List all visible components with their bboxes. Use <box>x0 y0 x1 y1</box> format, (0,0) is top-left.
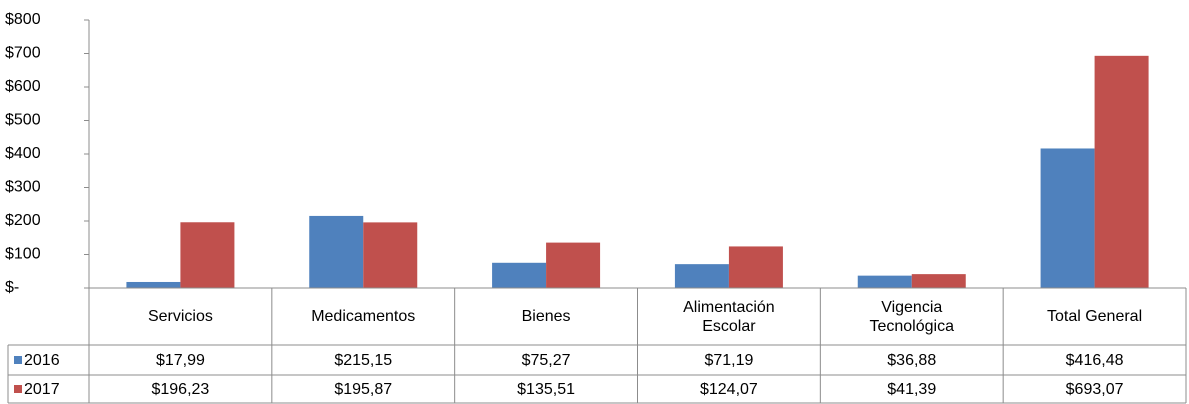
table-cell: $196,23 <box>151 381 209 398</box>
bar <box>728 246 783 288</box>
x-tick-label: Total General <box>1046 308 1143 325</box>
bar <box>857 275 912 288</box>
table-cell: $416,48 <box>1066 352 1124 369</box>
table-cell: $17,99 <box>156 352 205 369</box>
legend-label: 2016 <box>24 352 60 369</box>
x-label-box: Vigencia Tecnológica <box>820 288 1003 345</box>
x-label-box: Bienes <box>455 288 638 345</box>
bar <box>363 222 418 288</box>
y-tick-label: $300 <box>5 179 41 196</box>
legend-key <box>14 385 22 393</box>
x-tick-label: Alimentación Escolar <box>683 298 775 335</box>
y-tick-label: $100 <box>5 246 41 263</box>
bar <box>492 262 547 288</box>
table-cell: $215,15 <box>334 352 392 369</box>
bar <box>126 281 181 288</box>
x-label-box: Medicamentos <box>272 288 455 345</box>
table-cell: $693,07 <box>1066 381 1124 398</box>
table-cell: $195,87 <box>334 381 392 398</box>
x-tick-label: Vigencia Tecnológica <box>869 298 954 335</box>
x-tick-label: Bienes <box>521 308 571 325</box>
table-cell: $41,39 <box>887 381 936 398</box>
table-cell: $71,19 <box>704 352 753 369</box>
x-label-wrap: Servicios <box>89 288 272 345</box>
y-tick-label: $700 <box>5 45 41 62</box>
x-tick-label: Servicios <box>147 308 213 325</box>
bar <box>911 274 966 288</box>
y-tick-label: $600 <box>5 78 41 95</box>
table-cell: $36,88 <box>887 352 936 369</box>
x-tick-label: Medicamentos <box>311 308 416 325</box>
bar <box>309 215 364 288</box>
bar <box>1094 55 1149 288</box>
y-tick-label: $800 <box>5 11 41 28</box>
x-label-wrap: Total General <box>1003 288 1186 345</box>
bar <box>1040 148 1095 288</box>
table-cell: $124,07 <box>700 381 758 398</box>
x-label-wrap: Vigencia Tecnológica <box>820 288 1003 345</box>
x-label-box: Servicios <box>89 288 272 345</box>
y-tick-label: $200 <box>5 212 41 229</box>
table-cell: $75,27 <box>522 352 571 369</box>
legend-key <box>14 356 22 364</box>
legend-label: 2017 <box>24 381 60 398</box>
y-tick-label: $- <box>5 279 19 296</box>
table-cell: $135,51 <box>517 381 575 398</box>
x-label-box: Total General <box>1003 288 1186 345</box>
x-label-wrap: Medicamentos <box>272 288 455 345</box>
y-tick-label: $400 <box>5 145 41 162</box>
x-label-wrap: Alimentación Escolar <box>638 288 821 345</box>
bar <box>674 264 729 288</box>
bar <box>546 242 601 288</box>
y-tick-label: $500 <box>5 112 41 129</box>
x-label-box: Alimentación Escolar <box>638 288 821 345</box>
bar <box>180 222 235 288</box>
x-label-wrap: Bienes <box>455 288 638 345</box>
